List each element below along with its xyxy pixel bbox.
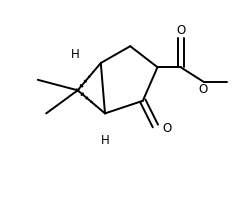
Text: H: H [71,48,80,61]
Text: O: O [176,24,185,37]
Text: O: O [162,122,172,135]
Text: O: O [199,83,208,96]
Text: H: H [101,134,109,147]
